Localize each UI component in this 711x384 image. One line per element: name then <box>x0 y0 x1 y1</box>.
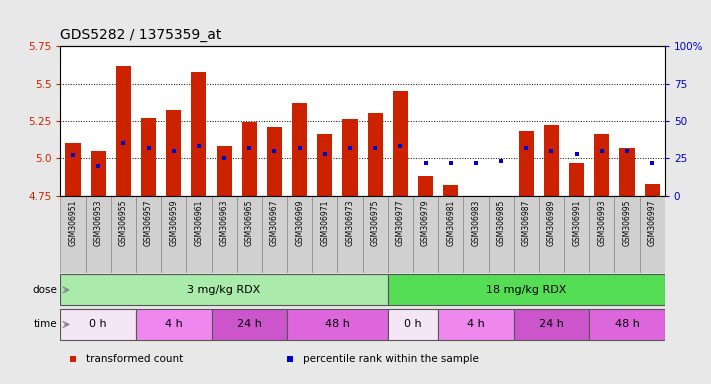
Bar <box>212 196 237 273</box>
Bar <box>413 196 438 273</box>
Bar <box>514 309 589 340</box>
Bar <box>85 196 111 273</box>
Text: transformed count: transformed count <box>86 354 183 364</box>
Text: GSM306995: GSM306995 <box>623 200 631 246</box>
Text: GSM306997: GSM306997 <box>648 200 657 246</box>
Bar <box>287 196 312 273</box>
Text: 18 mg/kg RDX: 18 mg/kg RDX <box>486 285 567 295</box>
Bar <box>645 184 660 196</box>
Text: GSM306985: GSM306985 <box>496 200 506 246</box>
Text: GSM306993: GSM306993 <box>597 200 606 246</box>
Text: GSM306953: GSM306953 <box>94 200 102 246</box>
Bar <box>363 196 387 273</box>
Bar <box>141 118 156 196</box>
Bar <box>267 127 282 196</box>
Bar <box>464 196 488 273</box>
Bar <box>212 309 287 340</box>
Text: GSM306951: GSM306951 <box>68 200 77 246</box>
Bar <box>544 126 559 196</box>
Bar <box>60 196 85 273</box>
Text: dose: dose <box>32 285 57 295</box>
Bar <box>186 196 212 273</box>
Bar <box>589 196 614 273</box>
Bar <box>443 185 459 196</box>
Bar <box>166 111 181 196</box>
Bar <box>594 134 609 196</box>
Text: GSM306955: GSM306955 <box>119 200 128 246</box>
Text: 0 h: 0 h <box>404 319 422 329</box>
Bar <box>640 196 665 273</box>
Text: 24 h: 24 h <box>539 319 564 329</box>
Bar <box>161 196 186 273</box>
Bar <box>469 196 483 215</box>
Text: GSM306969: GSM306969 <box>295 200 304 246</box>
Bar <box>387 309 438 340</box>
Text: GSM306957: GSM306957 <box>144 200 153 246</box>
Text: GSM306961: GSM306961 <box>194 200 203 246</box>
Text: GSM306973: GSM306973 <box>346 200 355 246</box>
Bar <box>292 103 307 196</box>
Bar <box>136 196 161 273</box>
Bar <box>438 309 514 340</box>
Bar <box>387 196 413 273</box>
Bar <box>91 151 106 196</box>
Bar <box>65 144 80 196</box>
Bar <box>393 91 408 196</box>
Bar <box>418 176 433 196</box>
Bar <box>60 309 136 340</box>
Bar <box>589 309 665 340</box>
Text: GSM306963: GSM306963 <box>220 200 229 246</box>
Text: 4 h: 4 h <box>467 319 485 329</box>
Bar <box>217 146 232 196</box>
Text: 24 h: 24 h <box>237 319 262 329</box>
Text: 3 mg/kg RDX: 3 mg/kg RDX <box>188 285 261 295</box>
Bar <box>191 71 206 196</box>
Text: GSM306971: GSM306971 <box>321 200 329 246</box>
Bar <box>60 274 387 306</box>
Bar <box>368 114 383 196</box>
Bar <box>539 196 564 273</box>
Bar <box>338 196 363 273</box>
Text: percentile rank within the sample: percentile rank within the sample <box>304 354 479 364</box>
Text: time: time <box>33 319 57 329</box>
Bar <box>488 196 514 273</box>
Text: GSM306967: GSM306967 <box>270 200 279 246</box>
Text: GSM306959: GSM306959 <box>169 200 178 246</box>
Bar <box>287 309 387 340</box>
Text: GSM306965: GSM306965 <box>245 200 254 246</box>
Bar <box>317 134 333 196</box>
Bar <box>493 196 508 211</box>
Bar <box>619 148 635 196</box>
Bar <box>116 66 131 196</box>
Bar <box>312 196 338 273</box>
Text: GSM306981: GSM306981 <box>447 200 455 246</box>
Bar <box>564 196 589 273</box>
Bar <box>614 196 640 273</box>
Bar <box>262 196 287 273</box>
Bar <box>514 196 539 273</box>
Bar <box>569 163 584 196</box>
Text: 48 h: 48 h <box>614 319 639 329</box>
Text: GDS5282 / 1375359_at: GDS5282 / 1375359_at <box>60 28 222 42</box>
Text: GSM306977: GSM306977 <box>396 200 405 246</box>
Bar <box>111 196 136 273</box>
Text: GSM306975: GSM306975 <box>370 200 380 246</box>
Text: 0 h: 0 h <box>90 319 107 329</box>
Text: 48 h: 48 h <box>325 319 350 329</box>
Text: GSM306987: GSM306987 <box>522 200 531 246</box>
Bar <box>438 196 464 273</box>
Text: 4 h: 4 h <box>165 319 183 329</box>
Bar <box>387 274 665 306</box>
Bar <box>136 309 212 340</box>
Bar <box>237 196 262 273</box>
Bar <box>242 122 257 196</box>
Text: GSM306989: GSM306989 <box>547 200 556 246</box>
Text: GSM306991: GSM306991 <box>572 200 581 246</box>
Text: GSM306983: GSM306983 <box>471 200 481 246</box>
Bar <box>519 131 534 196</box>
Text: GSM306979: GSM306979 <box>421 200 430 246</box>
Bar <box>343 119 358 196</box>
